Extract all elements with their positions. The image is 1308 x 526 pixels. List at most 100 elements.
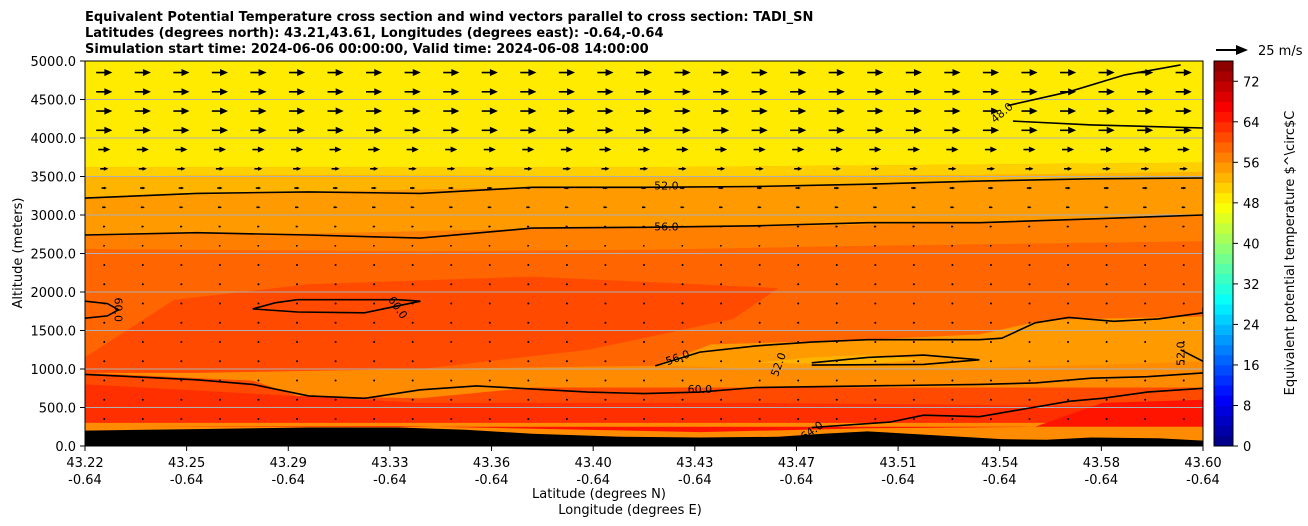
wind-vector [296, 341, 299, 344]
wind-vector [756, 186, 763, 190]
wind-vector [720, 418, 723, 421]
wind-vector [1102, 166, 1111, 171]
wind-vector [449, 206, 454, 209]
wind-vector [180, 341, 183, 344]
wind-vector [989, 264, 992, 267]
wind-vector [527, 379, 530, 382]
wind-vector [443, 68, 460, 77]
wind-vector [951, 321, 954, 324]
y-tick-label: 3000.0 [31, 209, 77, 224]
wind-vector [1059, 107, 1077, 115]
colorbar-segment [1214, 344, 1233, 356]
wind-vector [250, 126, 267, 134]
colorbar-tick-label: 0 [1243, 440, 1251, 455]
colorbar-segment [1214, 354, 1233, 366]
wind-vector [1028, 245, 1031, 247]
wind-vector [255, 186, 262, 190]
chart-title: Equivalent Potential Temperature cross s… [85, 10, 813, 57]
wind-vector [180, 264, 183, 267]
wind-vector [873, 225, 877, 228]
wind-vector [944, 68, 961, 77]
wind-vector [141, 418, 144, 421]
wind-vector [218, 283, 221, 286]
wind-vector [218, 360, 221, 363]
y-axis-label: Altitude (meters) [11, 198, 26, 309]
wind-vector [834, 206, 839, 209]
wind-vector [565, 398, 568, 401]
wind-vector [758, 245, 761, 247]
wind-vector [1182, 264, 1185, 267]
x-tick-label-lon: -0.64 [881, 473, 915, 488]
wind-vector [867, 126, 884, 134]
wind-vector [835, 379, 838, 382]
wind-vector [443, 107, 460, 115]
colorbar-segment [1214, 334, 1233, 346]
wind-vector [411, 283, 414, 286]
wind-vector [874, 245, 877, 247]
quiver-key-arrow-head [1236, 45, 1248, 55]
wind-vector [180, 360, 183, 363]
x-tick-label-lon: -0.64 [475, 473, 509, 488]
colorbar-segment [1214, 253, 1233, 265]
wind-vector [680, 206, 685, 209]
wind-vector [989, 398, 992, 401]
wind-vector [1143, 206, 1148, 209]
wind-vector [835, 418, 838, 421]
wind-vector [96, 126, 113, 134]
wind-vector [409, 186, 416, 190]
wind-vector [1105, 264, 1108, 267]
wind-vector [1175, 68, 1192, 77]
wind-vector [565, 245, 568, 247]
wind-vector [296, 360, 299, 363]
wind-vector [912, 379, 915, 382]
wind-vector [334, 283, 337, 286]
wind-vector [218, 264, 221, 267]
wind-vector [103, 283, 106, 286]
wind-vector [951, 418, 954, 421]
wind-vector [558, 68, 575, 77]
wind-vector [643, 398, 645, 401]
colorbar-tick-label: 8 [1243, 399, 1251, 414]
wind-vector [681, 398, 684, 401]
wind-vector [327, 126, 344, 134]
wind-vector [905, 68, 922, 77]
wind-vector [445, 146, 458, 153]
wind-vector [674, 68, 691, 77]
wind-vector [488, 225, 492, 228]
colorbar-segment [1214, 324, 1233, 335]
wind-vector [450, 245, 453, 247]
colorbar-segment [1214, 375, 1233, 386]
wind-vector [1144, 245, 1147, 247]
x-axis: 43.22 -0.64 43.25 -0.64 43.29 -0.64 43.33 -0.64… [66, 446, 1222, 488]
wind-vector [366, 68, 383, 77]
wind-vector [912, 264, 915, 267]
colorbar-segment [1214, 385, 1233, 396]
wind-vector [604, 225, 607, 228]
wind-vector [136, 146, 149, 153]
wind-vector [597, 68, 614, 77]
wind-vector [1061, 146, 1075, 153]
wind-vector [526, 206, 531, 209]
wind-vector [488, 398, 491, 401]
wind-vector [411, 264, 414, 267]
wind-vector [1182, 321, 1185, 324]
wind-vector [681, 379, 684, 382]
contour-line-52.0 [811, 354, 980, 366]
wind-vector [404, 88, 421, 96]
wind-vector [678, 166, 687, 171]
wind-vector [753, 146, 766, 153]
wind-vector [1028, 360, 1031, 363]
wind-vector [758, 302, 761, 305]
wind-vector [828, 107, 845, 115]
wind-vector [218, 321, 221, 324]
wind-vector [641, 206, 647, 209]
wind-vector [871, 166, 880, 171]
wind-vector [218, 302, 221, 305]
wind-vector [1021, 126, 1038, 134]
x-tick-label-lat: 43.51 [879, 456, 916, 471]
wind-vector [1141, 166, 1150, 171]
wind-vector [180, 245, 183, 247]
colorbar-segment [1214, 142, 1233, 153]
wind-vector [643, 264, 645, 267]
wind-vector [676, 146, 689, 153]
